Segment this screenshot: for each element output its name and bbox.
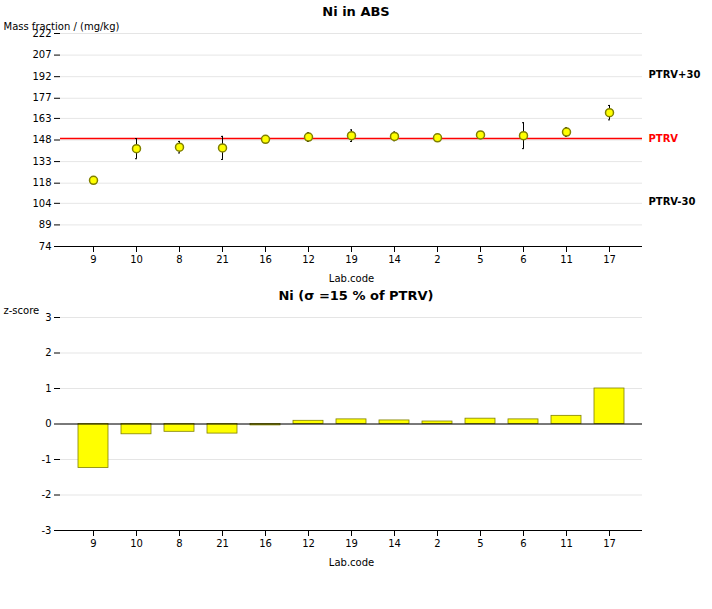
svg-text:163: 163 [32,113,51,124]
svg-text:z-score: z-score [4,305,40,316]
svg-text:8: 8 [176,254,182,265]
svg-text:177: 177 [32,92,51,103]
svg-text:-2: -2 [42,489,52,500]
svg-text:148: 148 [32,134,51,145]
svg-text:8: 8 [176,538,182,549]
svg-text:118: 118 [32,177,51,188]
svg-text:-1: -1 [42,454,52,465]
svg-text:222: 222 [32,27,52,39]
svg-text:1: 1 [45,383,51,394]
svg-text:21: 21 [216,538,229,549]
svg-text:14: 14 [388,254,401,265]
svg-text:Mass fraction / (mg/kg): Mass fraction / (mg/kg) [4,21,120,32]
svg-text:16: 16 [259,254,272,265]
svg-text:Lab.code: Lab.code [329,557,374,568]
svg-text:9: 9 [90,538,96,549]
svg-text:17: 17 [603,538,616,549]
svg-text:74: 74 [39,241,52,252]
svg-text:17: 17 [603,254,616,265]
svg-text:207: 207 [32,49,51,60]
svg-text:-3: -3 [42,525,52,536]
svg-text:12: 12 [302,538,315,549]
html-text:Ni (σ =15 % of PTRV): Ni (σ =15 % of PTRV) [278,288,434,303]
svg-text:2: 2 [45,347,51,358]
svg-text:6: 6 [520,538,526,549]
svg-text:14: 14 [388,538,401,549]
svg-text:Lab.code: Lab.code [329,273,374,284]
html-text:Ni in ABS: Ni in ABS [322,4,390,19]
svg-text:PTRV+30: PTRV+30 [649,69,701,80]
svg-text:3: 3 [45,312,51,323]
svg-text:10: 10 [130,254,143,265]
svg-text:16: 16 [259,538,272,549]
svg-text:11: 11 [560,254,573,265]
svg-text:0: 0 [45,418,51,429]
svg-text:2: 2 [434,538,440,549]
svg-text:11: 11 [560,538,573,549]
svg-text:PTRV: PTRV [649,133,679,144]
svg-text:6: 6 [520,254,526,265]
svg-text:2: 2 [434,254,440,265]
svg-text:104: 104 [32,198,51,209]
svg-text:5: 5 [477,538,483,549]
svg-text:9: 9 [90,254,96,265]
svg-text:19: 19 [345,254,358,265]
svg-text:10: 10 [130,538,143,549]
svg-text:21: 21 [216,254,229,265]
svg-text:192: 192 [32,71,51,82]
svg-text:5: 5 [477,254,483,265]
svg-text:89: 89 [39,219,52,230]
svg-text:PTRV-30: PTRV-30 [649,196,696,207]
svg-text:12: 12 [302,254,315,265]
svg-text:133: 133 [32,156,51,167]
svg-text:19: 19 [345,538,358,549]
